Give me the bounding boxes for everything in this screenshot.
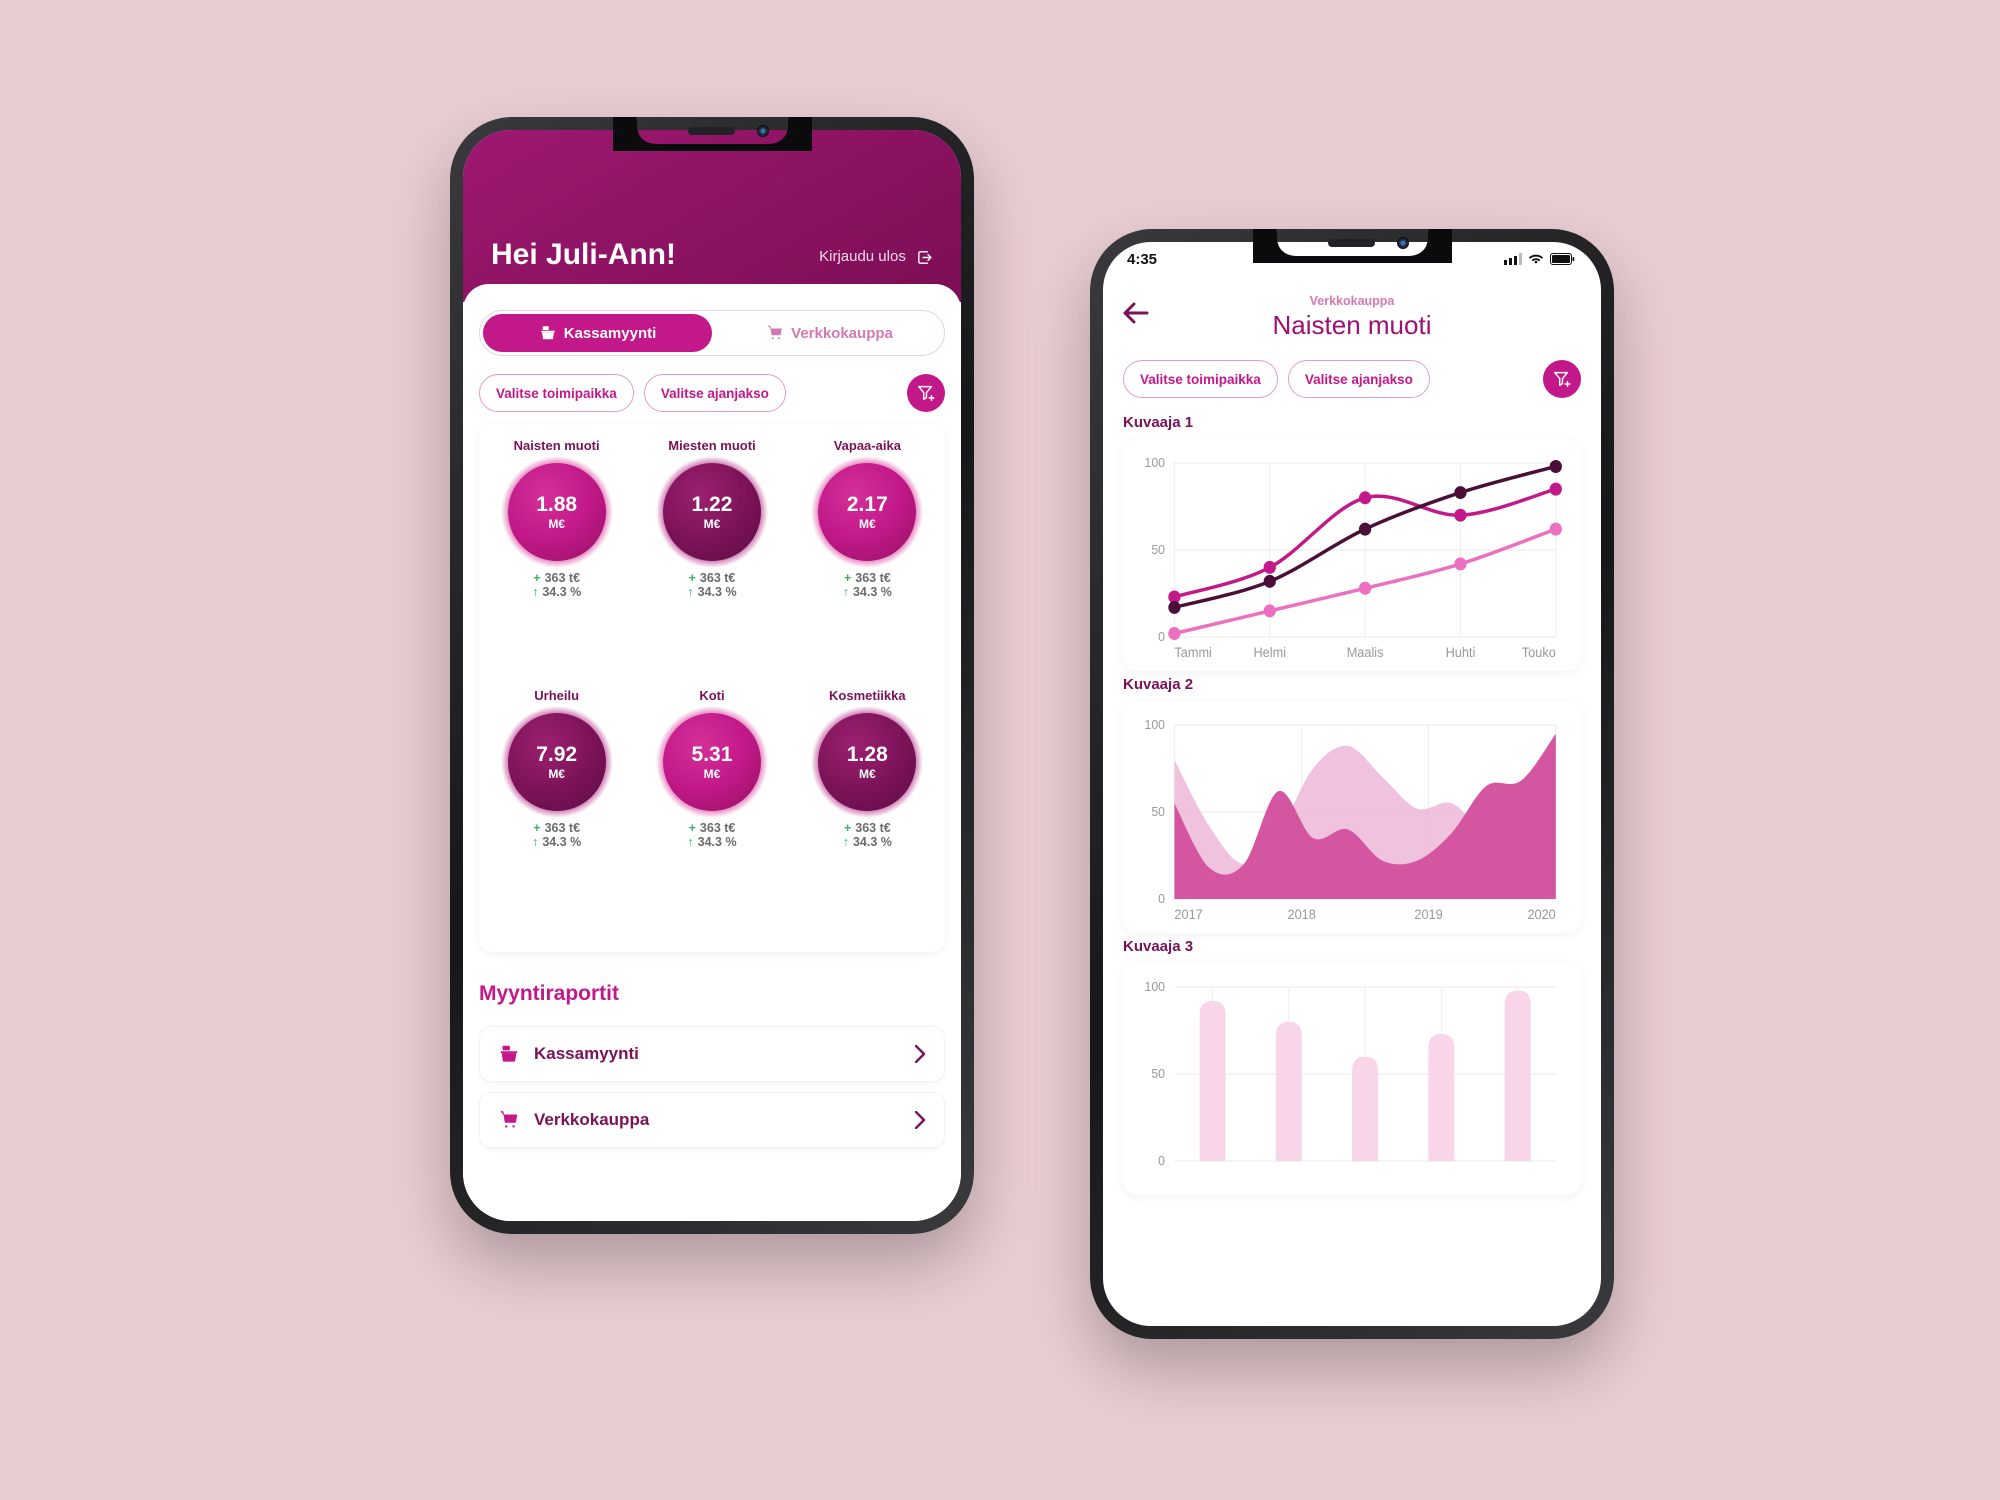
svg-text:2019: 2019 [1414, 907, 1442, 922]
svg-text:Helmi: Helmi [1253, 645, 1286, 660]
svg-text:100: 100 [1145, 456, 1165, 470]
svg-text:2018: 2018 [1287, 907, 1315, 922]
svg-text:50: 50 [1151, 805, 1165, 819]
svg-text:2020: 2020 [1527, 907, 1555, 922]
svg-text:100: 100 [1145, 980, 1165, 994]
svg-text:0: 0 [1158, 1154, 1165, 1168]
svg-text:2017: 2017 [1174, 907, 1202, 922]
svg-text:Tammi: Tammi [1174, 645, 1212, 660]
svg-text:0: 0 [1158, 630, 1165, 644]
svg-text:50: 50 [1151, 543, 1165, 557]
svg-text:Touko: Touko [1522, 645, 1556, 660]
svg-text:Huhti: Huhti [1446, 645, 1476, 660]
svg-text:50: 50 [1151, 1067, 1165, 1081]
svg-text:100: 100 [1145, 718, 1165, 732]
svg-text:0: 0 [1158, 892, 1165, 906]
svg-text:Maalis: Maalis [1347, 645, 1384, 660]
